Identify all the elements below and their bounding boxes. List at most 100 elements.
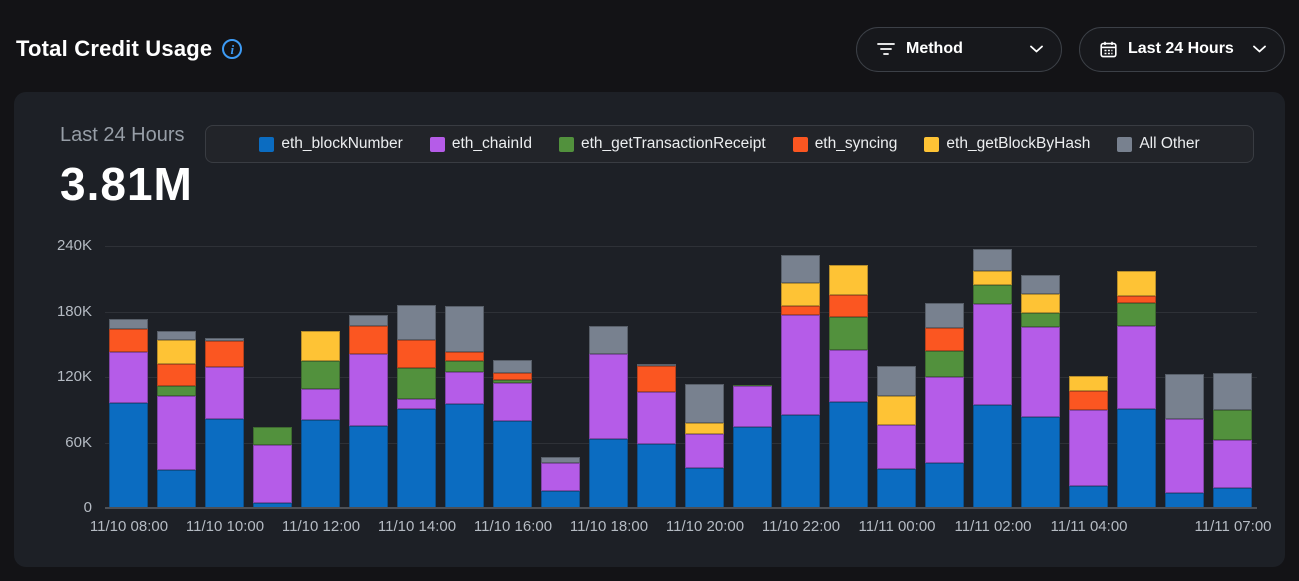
bar-11-10-21-00[interactable] xyxy=(733,384,772,508)
x-axis-line xyxy=(105,507,1257,509)
bar-11-10-11-00[interactable] xyxy=(253,427,292,508)
gridline xyxy=(105,442,1257,444)
bar-segment-eth_chainId xyxy=(781,314,820,416)
legend-item-eth_getTransactionReceipt[interactable]: eth_getTransactionReceipt xyxy=(559,135,766,153)
bar-segment-eth_blockNumber xyxy=(445,404,484,508)
bar-segment-eth_chainId xyxy=(157,395,196,470)
bar-segment-eth_blockNumber xyxy=(301,419,340,508)
bar-segment-eth_getBlockByHash xyxy=(157,340,196,365)
legend-item-All-Other[interactable]: All Other xyxy=(1117,135,1200,153)
bar-11-10-16-00[interactable] xyxy=(493,359,532,508)
bar-segment-eth_getBlockByHash xyxy=(301,331,340,361)
bar-segment-eth_syncing xyxy=(925,327,964,351)
bar-segment-eth_blockNumber xyxy=(685,467,724,508)
bar-11-11-01-00[interactable] xyxy=(925,302,964,508)
time-range-dropdown[interactable]: Last 24 Hours xyxy=(1079,26,1285,72)
bar-segment-eth_chainId xyxy=(1021,326,1060,418)
legend-item-eth_blockNumber[interactable]: eth_blockNumber xyxy=(259,135,403,153)
bar-segment-eth_getBlockByHash xyxy=(973,271,1012,286)
bar-11-11-05-00[interactable] xyxy=(1117,271,1156,508)
bar-segment-eth_getTransactionReceipt xyxy=(925,350,964,378)
bar-segment-eth_chainId xyxy=(877,425,916,469)
y-tick-label: 60K xyxy=(65,433,92,451)
bar-segment-eth_getTransactionReceipt xyxy=(1213,409,1252,441)
bar-11-10-09-00[interactable] xyxy=(157,331,196,508)
bar-11-11-03-00[interactable] xyxy=(1021,275,1060,508)
bar-segment-All Other xyxy=(685,383,724,423)
legend-label: eth_syncing xyxy=(814,135,898,152)
bar-segment-All Other xyxy=(541,456,580,464)
bar-segment-eth_syncing xyxy=(1069,391,1108,410)
bar-segment-eth_getTransactionReceipt xyxy=(397,368,436,399)
bar-11-10-14-00[interactable] xyxy=(397,305,436,508)
bar-11-11-06-00[interactable] xyxy=(1165,373,1204,508)
bar-11-11-00-00[interactable] xyxy=(877,366,916,508)
x-tick-label: 11/10 20:00 xyxy=(665,518,745,535)
page-title: Total Credit Usage xyxy=(16,36,213,61)
bar-segment-eth_blockNumber xyxy=(109,403,148,508)
bar-segment-eth_syncing xyxy=(109,329,148,352)
filter-icon xyxy=(877,42,895,56)
bar-segment-eth_getBlockByHash xyxy=(1021,294,1060,313)
bar-segment-eth_getBlockByHash xyxy=(1117,271,1156,297)
bar-segment-All Other xyxy=(445,306,484,352)
legend-swatch xyxy=(1117,136,1133,152)
bar-11-11-04-00[interactable] xyxy=(1069,375,1108,508)
bar-segment-eth_blockNumber xyxy=(397,408,436,508)
y-axis: 0 60K 120K 180K 240K xyxy=(30,237,92,516)
bar-11-10-13-00[interactable] xyxy=(349,314,388,508)
bar-11-10-17-00[interactable] xyxy=(541,456,580,508)
bar-segment-All Other xyxy=(925,302,964,328)
legend-swatch xyxy=(924,136,940,152)
legend-item-eth_getBlockByHash[interactable]: eth_getBlockByHash xyxy=(924,135,1090,153)
bar-11-10-20-00[interactable] xyxy=(685,383,724,508)
bar-segment-eth_chainId xyxy=(493,382,532,421)
bar-segment-eth_getBlockByHash xyxy=(685,422,724,434)
bar-segment-eth_getTransactionReceipt xyxy=(493,380,532,383)
summary-period-label: Last 24 Hours xyxy=(60,124,185,146)
credit-usage-panel: Last 24 Hours 3.81M eth_blockNumber eth_c… xyxy=(14,92,1285,567)
bar-segment-All Other xyxy=(973,249,1012,272)
time-range-label: Last 24 Hours xyxy=(1128,40,1234,57)
bar-segment-eth_chainId xyxy=(637,392,676,444)
bar-segment-eth_chainId xyxy=(973,303,1012,406)
bar-segment-eth_chainId xyxy=(1165,418,1204,493)
bar-segment-eth_blockNumber xyxy=(1165,492,1204,508)
method-filter-dropdown[interactable]: Method xyxy=(856,26,1062,72)
gridline xyxy=(105,246,1257,247)
bar-11-10-12-00[interactable] xyxy=(301,331,340,508)
legend-label: eth_chainId xyxy=(451,135,532,152)
info-icon[interactable]: i xyxy=(222,39,243,59)
x-tick-label: 11/10 18:00 xyxy=(569,518,649,535)
bar-11-10-15-00[interactable] xyxy=(445,306,484,508)
bar-11-10-19-00[interactable] xyxy=(637,363,676,508)
bar-segment-eth_chainId xyxy=(589,354,628,440)
bar-11-10-08-00[interactable] xyxy=(109,319,148,508)
bar-segment-eth_blockNumber xyxy=(637,443,676,508)
x-tick-label: 11/10 10:00 xyxy=(185,518,265,535)
legend: eth_blockNumber eth_chainId eth_getTransac… xyxy=(205,125,1254,163)
bar-segment-eth_getTransactionReceipt xyxy=(973,285,1012,304)
bar-11-11-07-00[interactable] xyxy=(1213,372,1252,508)
summary-total-value: 3.81M xyxy=(60,158,193,210)
bar-11-11-02-00[interactable] xyxy=(973,249,1012,508)
bar-segment-eth_chainId xyxy=(349,354,388,427)
bar-segment-All Other xyxy=(493,359,532,373)
toolbar: Method Last 24 Hours xyxy=(856,26,1285,72)
bar-segment-eth_blockNumber xyxy=(1213,488,1252,508)
bar-segment-eth_chainId xyxy=(1213,440,1252,489)
gridline xyxy=(105,311,1257,313)
legend-item-eth_syncing[interactable]: eth_syncing xyxy=(792,135,898,153)
bar-11-10-18-00[interactable] xyxy=(589,325,628,508)
bar-segment-All Other xyxy=(877,366,916,396)
legend-item-eth_chainId[interactable]: eth_chainId xyxy=(429,135,532,153)
bar-segment-eth_getTransactionReceipt xyxy=(253,427,292,445)
y-tick-label: 0 xyxy=(83,499,92,516)
legend-swatch xyxy=(259,136,275,152)
bar-11-10-10-00[interactable] xyxy=(205,337,244,508)
legend-label: All Other xyxy=(1139,135,1200,152)
bar-11-10-22-00[interactable] xyxy=(781,254,820,508)
bar-segment-eth_chainId xyxy=(685,433,724,468)
y-tick-label: 240K xyxy=(56,237,92,254)
bar-11-10-23-00[interactable] xyxy=(829,264,868,508)
